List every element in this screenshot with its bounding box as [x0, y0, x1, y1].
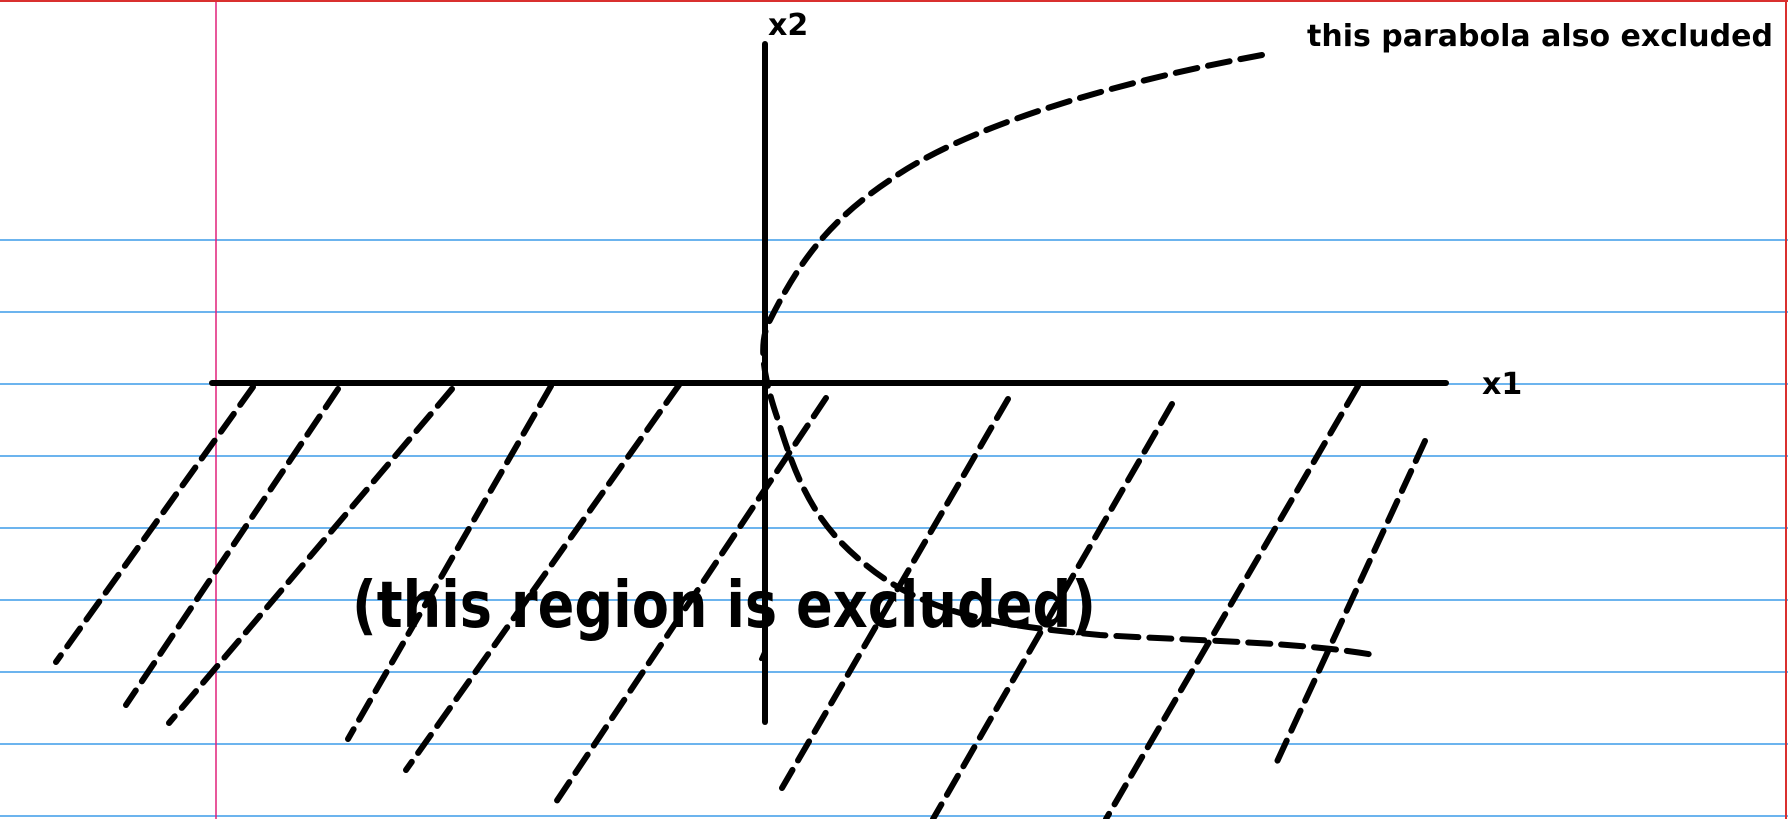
region-note: (this region is excluded): [352, 569, 1096, 643]
hatch-line: [1103, 383, 1361, 819]
hatch-line: [123, 386, 341, 708]
hatch-line: [549, 395, 829, 811]
hatch-line: [779, 396, 1011, 791]
parabola-note: this parabola also excluded: [1307, 19, 1773, 54]
hatch-line: [53, 384, 256, 665]
hatch-line: [403, 382, 682, 773]
ruled-lines: [0, 239, 1788, 817]
hatch-line: [345, 383, 554, 742]
hatch-line: [1272, 438, 1428, 769]
hatch-line: [930, 401, 1175, 819]
axis-tick: [759, 648, 767, 661]
x1-axis-label: x1: [1482, 367, 1522, 402]
parabola-curve: [760, 52, 1377, 658]
hatch-line: [166, 386, 455, 726]
x2-axis-label: x2: [768, 8, 808, 43]
exclusion-hatching: [53, 382, 1428, 819]
